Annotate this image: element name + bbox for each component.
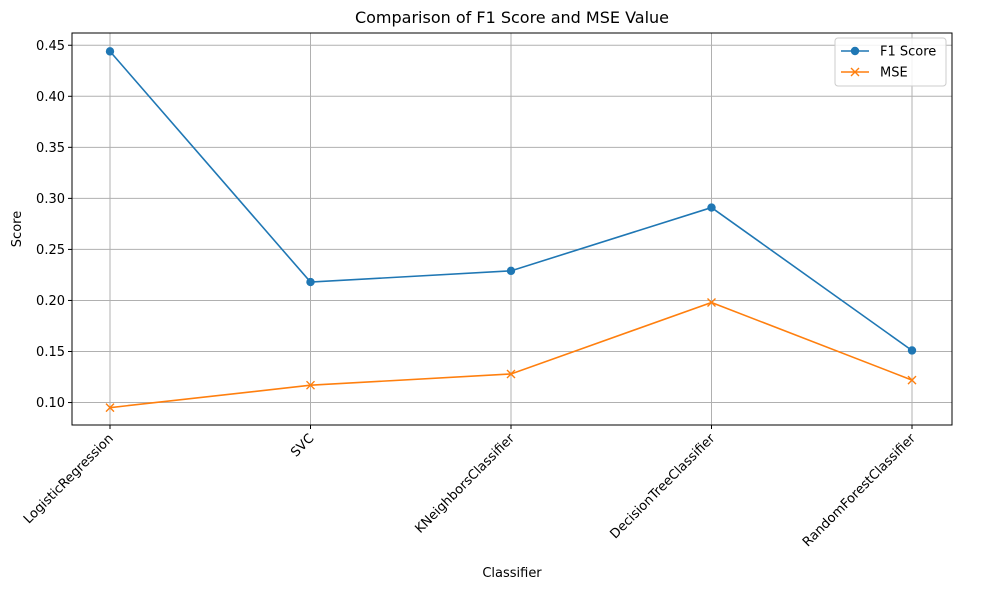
y-tick-label: 0.20	[36, 294, 65, 309]
x-tick-label: KNeighborsClassifier	[412, 431, 518, 537]
point-f1-score	[907, 346, 917, 355]
point-f1-score	[506, 266, 516, 276]
y-tick-label: 0.10	[36, 396, 65, 411]
legend: F1 Score MSE	[834, 37, 947, 87]
y-tick-label: 0.45	[36, 39, 65, 54]
point-f1-score	[105, 47, 115, 56]
chart-title: Comparison of F1 Score and MSE Value	[355, 8, 669, 27]
grid	[72, 33, 952, 425]
y-tick-label: 0.30	[36, 192, 65, 207]
plot-frame	[71, 32, 953, 426]
point-f1-score	[306, 277, 315, 287]
y-tick-label: 0.40	[36, 90, 65, 105]
x-tick-label: SVC	[288, 431, 317, 460]
point-f1-score	[707, 203, 716, 212]
legend-label-mse: MSE	[880, 66, 908, 81]
y-axis-title: Score	[10, 211, 25, 247]
y-tick-label: 0.25	[36, 243, 65, 258]
series-layer	[105, 47, 917, 413]
axis-ticks: LogisticRegression SVC KNeighborsClassifie…	[21, 39, 919, 550]
legend-label-f1-score: F1 Score	[880, 45, 936, 60]
legend-marker-mse	[850, 67, 860, 77]
x-tick-label: RandomForestClassifier	[800, 431, 919, 550]
y-tick-label: 0.15	[36, 345, 65, 360]
y-tick-label: 0.35	[36, 141, 65, 156]
point-mse	[907, 375, 917, 385]
legend-marker-f1-score	[850, 46, 860, 56]
legend-box	[834, 37, 947, 87]
x-tick-label: DecisionTreeClassifier	[607, 431, 718, 542]
point-mse	[707, 298, 716, 307]
point-mse	[506, 369, 516, 379]
point-mse	[105, 403, 115, 413]
x-tick-label: LogisticRegression	[21, 431, 117, 527]
point-mse	[306, 380, 315, 390]
x-axis-title: Classifier	[482, 566, 542, 581]
